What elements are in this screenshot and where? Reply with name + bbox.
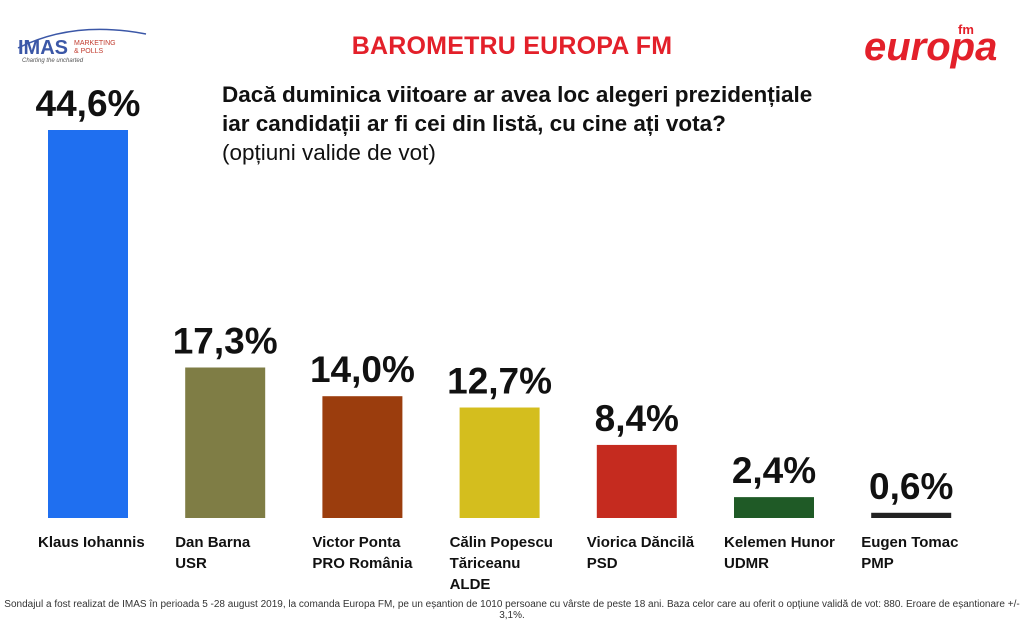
bar-value-label-0: 44,6%	[36, 83, 141, 124]
bar-3	[459, 407, 540, 518]
bar-6	[871, 512, 952, 518]
poll-question: Dacă duminica viitoare ar avea loc alege…	[222, 80, 922, 167]
europa-fm-logo-sup: fm	[958, 22, 974, 37]
candidate-label-1-0: Dan Barna	[175, 534, 251, 551]
bar-value-label-1: 17,3%	[173, 320, 278, 361]
bar-4	[596, 444, 677, 518]
candidate-label-3-0: Călin Popescu	[450, 534, 553, 551]
bar-1	[185, 367, 266, 518]
footnote: Sondajul a fost realizat de IMAS în peri…	[4, 599, 1020, 621]
question-line-3: (opțiuni valide de vot)	[222, 140, 436, 165]
bar-value-label-4: 8,4%	[595, 398, 679, 439]
candidate-label-2-0: Victor Ponta	[312, 534, 401, 551]
candidate-label-2-1: PRO România	[312, 555, 413, 572]
imas-logo-line1: MARKETING	[74, 40, 116, 47]
candidate-label-3-1: Tăriceanu	[450, 555, 521, 572]
imas-logo: IMAS MARKETING & POLLS Charting the unch…	[17, 28, 147, 64]
candidate-label-1-1: USR	[175, 555, 207, 572]
bar-value-label-3: 12,7%	[447, 361, 552, 402]
europa-fm-logo: europa fm	[864, 22, 997, 69]
bar-value-label-5: 2,4%	[732, 450, 816, 491]
imas-logo-line2: & POLLS	[74, 48, 104, 55]
candidate-label-4-1: PSD	[587, 555, 618, 572]
candidate-label-5-0: Kelemen Hunor	[724, 534, 835, 551]
candidate-label-6-1: PMP	[861, 555, 894, 572]
bar-value-label-2: 14,0%	[310, 349, 415, 390]
imas-logo-tagline: Charting the uncharted	[22, 58, 84, 64]
bar-5	[734, 497, 814, 518]
imas-logo-name: IMAS	[18, 37, 68, 59]
bar-2	[322, 396, 403, 518]
question-line-1: Dacă duminica viitoare ar avea loc alege…	[222, 82, 813, 107]
bar-0	[48, 130, 128, 518]
candidate-label-5-1: UDMR	[724, 555, 769, 572]
europa-fm-logo-main: europa	[864, 25, 997, 69]
bar-value-label-6: 0,6%	[869, 466, 953, 507]
candidate-label-0-0: Klaus Iohannis	[38, 534, 145, 551]
page-title: BAROMETRU EUROPA FM	[351, 32, 673, 60]
candidate-label-6-0: Eugen Tomac	[861, 534, 958, 551]
candidate-label-3-2: ALDE	[450, 576, 491, 593]
question-line-2: iar candidații ar fi cei din listă, cu c…	[222, 111, 726, 136]
candidate-label-4-0: Viorica Dăncilă	[587, 534, 695, 551]
